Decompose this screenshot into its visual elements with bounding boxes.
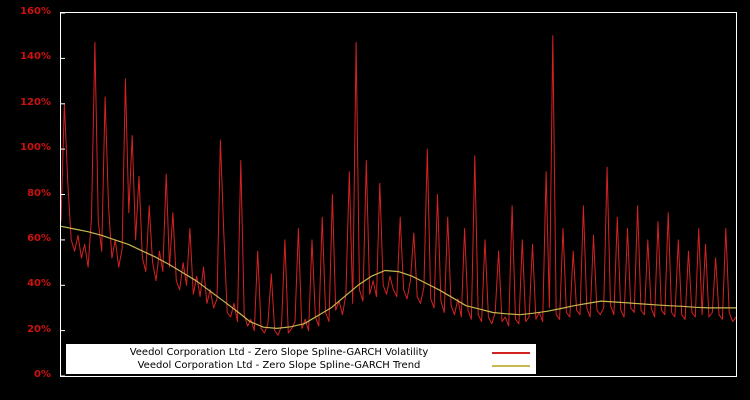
legend-item-trend: Veedol Corporation Ltd - Zero Slope Spli…: [72, 359, 530, 372]
y-tick-label: 20%: [27, 323, 51, 335]
legend-label-trend: Veedol Corporation Ltd - Zero Slope Spli…: [137, 360, 421, 371]
y-tick-label: 100%: [20, 142, 51, 154]
y-tick-label: 40%: [27, 278, 51, 290]
chart-canvas: [61, 13, 736, 376]
legend: Veedol Corporation Ltd - Zero Slope Spli…: [66, 344, 536, 374]
y-tick-label: 120%: [20, 96, 51, 108]
volatility-line-sample-icon: [492, 351, 530, 354]
y-tick-label: 160%: [20, 6, 51, 17]
trend-line-sample-icon: [492, 364, 530, 367]
legend-item-volatility: Veedol Corporation Ltd - Zero Slope Spli…: [72, 346, 530, 359]
y-tick-label: 0%: [34, 369, 51, 380]
y-axis-tick-labels: 0% 20% 40% 60% 80% 100% 120% 140% 160%: [0, 7, 55, 380]
y-tick-label: 80%: [27, 187, 51, 199]
y-tick-label: 140%: [20, 51, 51, 63]
plot-area: Veedol Corporation Ltd - Zero Slope Spli…: [60, 12, 737, 377]
legend-label-volatility: Veedol Corporation Ltd - Zero Slope Spli…: [129, 347, 429, 358]
y-tick-label: 60%: [27, 232, 51, 244]
